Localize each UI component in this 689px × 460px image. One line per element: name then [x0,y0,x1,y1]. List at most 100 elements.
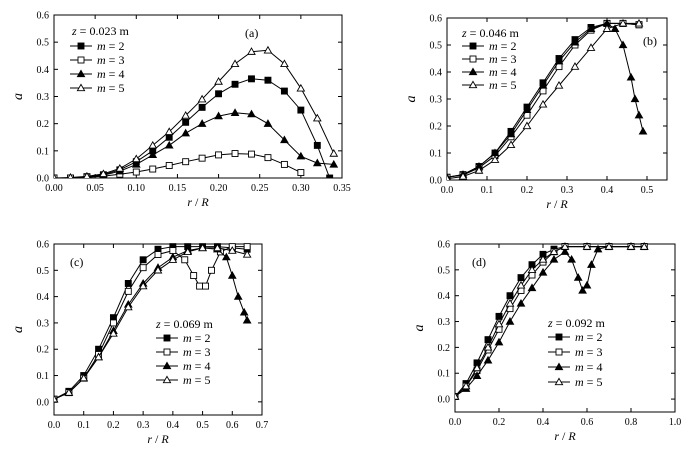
data-point [618,18,628,27]
data-point [79,373,89,382]
data-point [181,111,191,119]
legend-var: m [575,345,584,359]
series-3 [54,108,339,178]
panel-annotation: z = 0.069 m [155,317,213,331]
data-point [604,242,614,250]
data-point [280,59,289,68]
x-tick-label: 0.00 [45,183,63,194]
data-point [247,109,256,118]
data-point [634,110,644,119]
legend-series-name: = 3 [498,52,517,66]
y-axis-label: a [11,93,26,100]
data-point [197,119,207,127]
panel-label: (d) [472,255,486,269]
data-point [474,166,484,174]
x-axis-label: r / R [554,429,576,443]
data-point [586,24,596,32]
legend-var: m [97,81,106,95]
x-axis-label-sep: / [152,432,161,446]
y-tick-label: 0.6 [438,240,451,251]
series-line [54,153,302,178]
x-tick-label: 0.7 [256,420,269,431]
data-point [506,292,514,300]
legend-series-name: = 4 [498,65,517,79]
legend-marker [77,56,85,64]
legend-marker [555,348,563,356]
data-point [554,80,564,89]
data-point [312,158,322,167]
data-point [124,280,132,287]
data-point [239,307,249,316]
x-tick-label: 0.2 [107,420,120,431]
data-point [329,149,339,157]
legend-entry: m = 4 [575,360,602,374]
data-point [196,282,204,290]
x-axis-label-var2: R [200,195,209,209]
data-point [264,154,272,162]
legend-var: m [489,52,498,66]
data-point [570,37,580,46]
legend: m = 2m = 3m = 4m = 5 [548,330,602,389]
x-axis-label-var: r [546,197,551,211]
data-point [329,159,339,168]
legend-entry: m = 4 [183,359,210,373]
chart-panel-4: 0.0 0.2 0.4 0.6 0.8 1.0 0.0 0.1 0.2 0.3 0.4 0.5 0.6 r… [412,240,681,444]
data-point [109,328,118,337]
x-tick-label: 0.5 [641,185,654,196]
data-point [527,265,537,273]
x-tick-label: 1.0 [669,417,682,428]
x-tick-label: 0.1 [481,185,494,196]
data-point [538,99,548,108]
x-tick-label: 0.6 [581,417,594,428]
y-tick-label: 0.2 [37,119,50,130]
chart-panel-3: 0.0 0.1 0.2 0.3 0.4 0.5 0.6 0.7 0.0 0.1 0.2 0.3 0.4 0… [11,240,268,447]
legend-marker [469,55,477,63]
series-line [54,49,335,178]
legend-marker [555,333,563,341]
legend-entry: m = 3 [489,52,516,66]
y-tick-label: 0.1 [37,371,50,382]
y-tick-label: 0.4 [37,292,50,303]
x-axis-label-sep: / [192,195,201,209]
data-point [215,90,223,98]
data-point [131,159,141,168]
data-point [233,292,243,300]
data-point [447,174,451,180]
data-point [227,246,237,254]
series-4 [54,45,339,178]
legend-entry: m = 3 [97,53,124,67]
panel-label: (b) [643,34,657,48]
data-point [280,87,288,95]
y-tick-label: 0.6 [37,240,50,251]
series-4 [447,18,644,180]
x-axis-label-var: r [187,195,192,209]
y-axis-label: a [412,325,427,332]
data-point [560,242,570,250]
data-point [165,162,173,169]
legend-var: m [575,375,584,389]
data-point [54,173,57,178]
legend-var: m [183,331,192,345]
x-tick-label: 0.0 [48,420,61,431]
legend-entry: m = 5 [489,78,516,92]
legend-var: m [489,39,498,53]
panel-annotation: z = 0.092 m [547,316,605,330]
data-point [109,319,117,327]
legend-entry: m = 4 [97,67,124,81]
data-point [213,243,222,252]
y-tick-label: 0.4 [430,68,443,79]
legend-marker [469,42,477,50]
data-point [230,108,240,116]
series-4 [455,242,649,400]
data-point [570,62,580,70]
x-tick-label: 0.15 [169,183,187,194]
data-point [313,141,321,149]
data-point [131,154,141,163]
legend-marker [468,67,478,76]
legend-entry: m = 4 [489,65,516,79]
legend-series-name: = 4 [192,359,211,373]
x-axis-label-var2: R [567,429,576,443]
y-tick-label: 0.2 [37,345,50,356]
series-line [54,78,331,178]
